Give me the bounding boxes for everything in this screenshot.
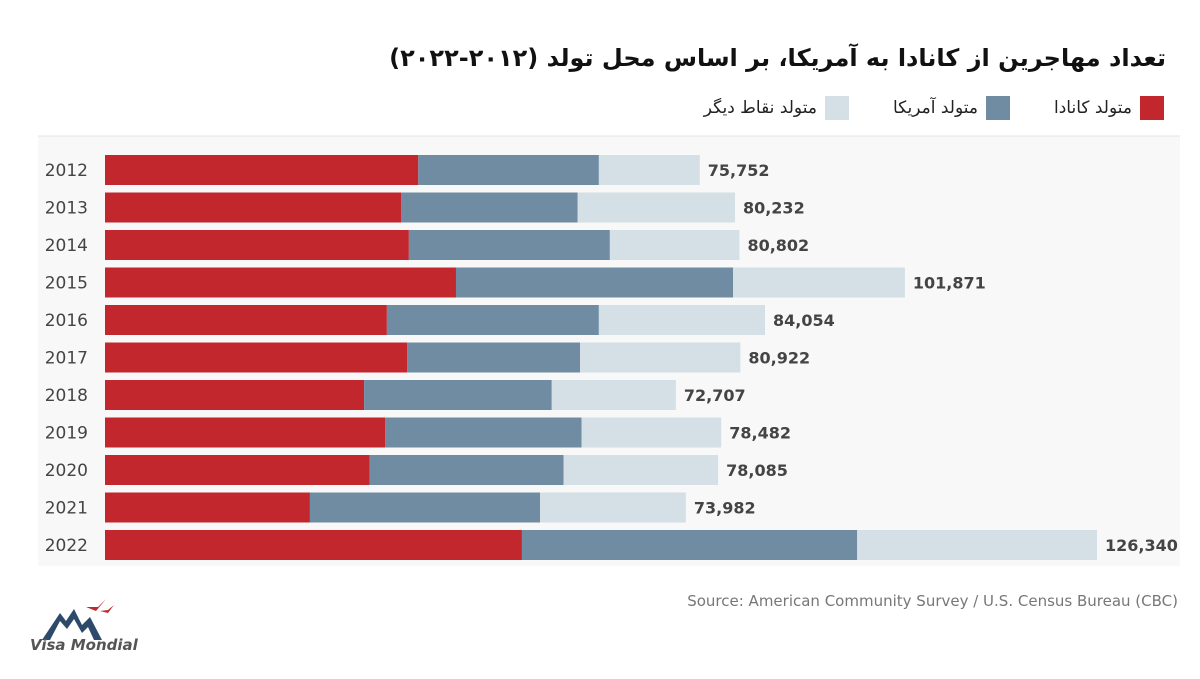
visa-mondial-logo — [42, 599, 114, 640]
bar-segment — [105, 530, 522, 560]
bar-segment — [105, 230, 409, 260]
bar-segment — [563, 455, 719, 485]
total-label: 126,340 — [1105, 536, 1178, 555]
bar-segment — [105, 267, 456, 298]
total-label: 80,232 — [743, 199, 805, 218]
bar-segment — [105, 417, 386, 448]
y-tick-label: 2021 — [45, 499, 88, 519]
bar-segment — [364, 380, 552, 410]
bar-segment — [455, 267, 734, 298]
bar-segment — [609, 230, 740, 260]
bar-segment — [105, 192, 402, 223]
legend-swatch — [985, 96, 1010, 120]
total-label: 78,482 — [729, 424, 791, 443]
total-label: 78,085 — [726, 461, 788, 480]
y-tick-label: 2017 — [45, 349, 88, 369]
total-label: 84,054 — [773, 311, 835, 330]
bar-segment — [418, 155, 599, 185]
bar-segment — [857, 530, 1097, 560]
bar-segment — [577, 192, 735, 223]
bar-segment — [733, 267, 905, 298]
bar-segment — [385, 417, 582, 448]
legend-item-canada: متولد کانادا — [1054, 96, 1164, 120]
y-tick-label: 2016 — [45, 311, 88, 331]
bar-segment — [521, 530, 858, 560]
y-tick-label: 2019 — [45, 424, 88, 444]
bar-segment — [598, 155, 700, 185]
bar-segment — [309, 492, 540, 523]
bar-segment — [539, 492, 686, 523]
y-tick-label: 2022 — [45, 536, 88, 556]
bar-segment — [408, 230, 610, 260]
total-label: 80,922 — [748, 349, 810, 368]
bar-segment — [401, 192, 578, 223]
bar-segment — [581, 417, 722, 448]
y-tick-label: 2018 — [45, 386, 88, 406]
total-label: 72,707 — [684, 386, 746, 405]
legend-label: متولد نقاط دیگر — [703, 98, 817, 118]
source-note: Source: American Community Survey / U.S.… — [687, 592, 1178, 610]
y-tick-label: 2012 — [45, 161, 88, 181]
bar-segment — [105, 155, 419, 185]
bar-segment — [105, 305, 387, 335]
bar-segment — [105, 380, 365, 410]
legend-label: متولد کانادا — [1053, 98, 1132, 118]
legend-label: متولد آمریکا — [892, 98, 978, 118]
y-tick-label: 2015 — [45, 274, 88, 294]
bar-segment — [386, 305, 599, 335]
bar-segment — [105, 455, 370, 485]
bar-segment — [369, 455, 564, 485]
y-tick-label: 2014 — [45, 236, 88, 256]
legend: متولد کانادا متولد آمریکا متولد نقاط دیگ… — [704, 96, 1164, 120]
bar-segment — [551, 380, 676, 410]
logo-text: Visa Mondial — [30, 636, 138, 654]
bar-segment — [580, 342, 741, 373]
bar-segment — [598, 305, 765, 335]
legend-swatch — [824, 96, 849, 120]
y-tick-label: 2013 — [45, 199, 88, 219]
legend-item-usa: متولد آمریکا — [893, 96, 1010, 120]
total-label: 73,982 — [694, 499, 756, 518]
bar-segment — [105, 342, 408, 373]
total-label: 80,802 — [747, 236, 809, 255]
legend-item-other: متولد نقاط دیگر — [704, 96, 849, 120]
chart-title: تعداد مهاجرین از کانادا به آمریکا، بر اس… — [389, 44, 1166, 72]
y-tick-label: 2020 — [45, 461, 88, 481]
legend-swatch — [1140, 96, 1164, 120]
bar-segment — [407, 342, 581, 373]
bar-segment — [105, 492, 310, 523]
total-label: 75,752 — [708, 161, 770, 180]
total-label: 101,871 — [913, 274, 986, 293]
